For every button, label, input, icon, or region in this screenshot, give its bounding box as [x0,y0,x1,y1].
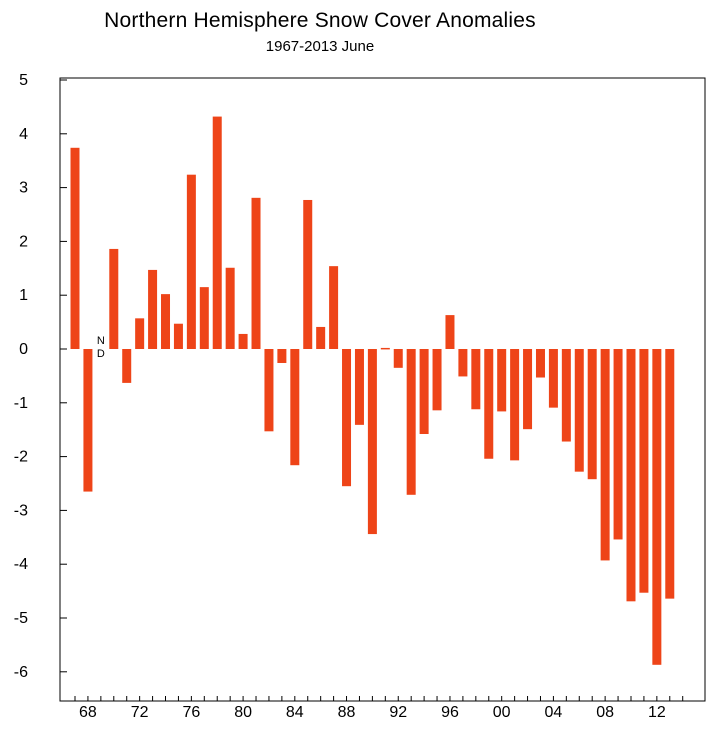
bar-2008 [600,349,610,561]
plot-frame [59,77,706,702]
bar-1978 [212,116,222,349]
y-tick-label: -6 [14,664,28,681]
bar-2013 [665,349,675,599]
x-tick-label: 08 [596,704,614,721]
y-tick-label: -4 [14,556,28,573]
bar-1971 [122,349,132,383]
x-tick-label: 76 [182,704,200,721]
bar-series [70,116,675,665]
y-tick-label: 2 [19,233,28,250]
bar-1980 [238,333,248,349]
x-tick-label: 72 [131,704,149,721]
bar-1975 [173,323,183,349]
bar-1973 [148,269,158,349]
bar-2009 [613,349,623,540]
bar-2012 [652,349,662,665]
y-tick-label: 0 [19,341,28,358]
bar-1986 [316,326,326,349]
no-data-label-top: N [97,335,105,347]
bar-1981 [251,197,261,349]
bar-1984 [290,349,300,466]
bar-2007 [587,349,597,480]
bar-1988 [342,349,352,487]
bar-1989 [354,349,364,425]
y-tick-label: -3 [14,502,28,519]
y-tick-label: -5 [14,610,28,627]
y-tick-label: 5 [19,72,28,89]
bar-1967 [70,147,80,349]
bar-1979 [225,267,235,349]
bar-1994 [419,349,429,435]
bar-2001 [510,349,520,461]
y-tick-label: -1 [14,395,28,412]
no-data-label-bottom: D [97,348,105,360]
chart-subtitle: 1967-2013 June [265,38,375,55]
x-tick-label: 00 [493,704,511,721]
bar-1993 [406,349,416,495]
bar-1990 [367,349,377,535]
x-tick-label: 04 [545,704,563,721]
bar-2005 [561,349,571,442]
bar-1999 [484,349,494,459]
bar-1991 [380,347,390,350]
bar-2003 [535,349,545,378]
bar-2000 [497,349,507,412]
x-axis: 68 72 76 80 84 88 92 96 00 04 08 12 [74,696,684,721]
bar-1997 [458,349,468,377]
x-tick-label: 12 [648,704,666,721]
y-tick-label: 1 [19,287,28,304]
bar-2010 [626,349,636,602]
bar-1982 [264,349,274,432]
bar-1998 [471,349,481,410]
annotations: ND [97,335,105,360]
y-tick-label: -2 [14,449,28,466]
bar-1970 [109,248,119,349]
bar-1992 [393,349,403,368]
x-tick-label: 96 [441,704,459,721]
bar-1974 [161,294,171,349]
bar-1987 [329,266,339,349]
bar-1968 [83,349,93,492]
x-tick-label: 84 [286,704,304,721]
bar-1983 [277,349,287,363]
bar-2006 [574,349,584,472]
bar-1977 [199,287,209,349]
bar-1976 [186,174,196,349]
bar-2002 [523,349,533,430]
y-axis: 5 4 3 2 1 0 -1 -2 -3 -4 -5 -6 [14,72,67,681]
x-tick-label: 92 [389,704,407,721]
bar-2011 [639,349,649,593]
x-tick-label: 88 [338,704,356,721]
x-tick-label: 80 [234,704,252,721]
bar-1995 [432,349,442,411]
y-tick-label: 4 [19,126,28,143]
bar-1996 [445,315,455,349]
bar-2004 [548,349,558,408]
y-tick-label: 3 [19,180,28,197]
chart-title: Northern Hemisphere Snow Cover Anomalies [104,9,536,32]
bar-1972 [135,318,145,349]
bar-1985 [303,199,313,349]
x-tick-label: 68 [79,704,97,721]
